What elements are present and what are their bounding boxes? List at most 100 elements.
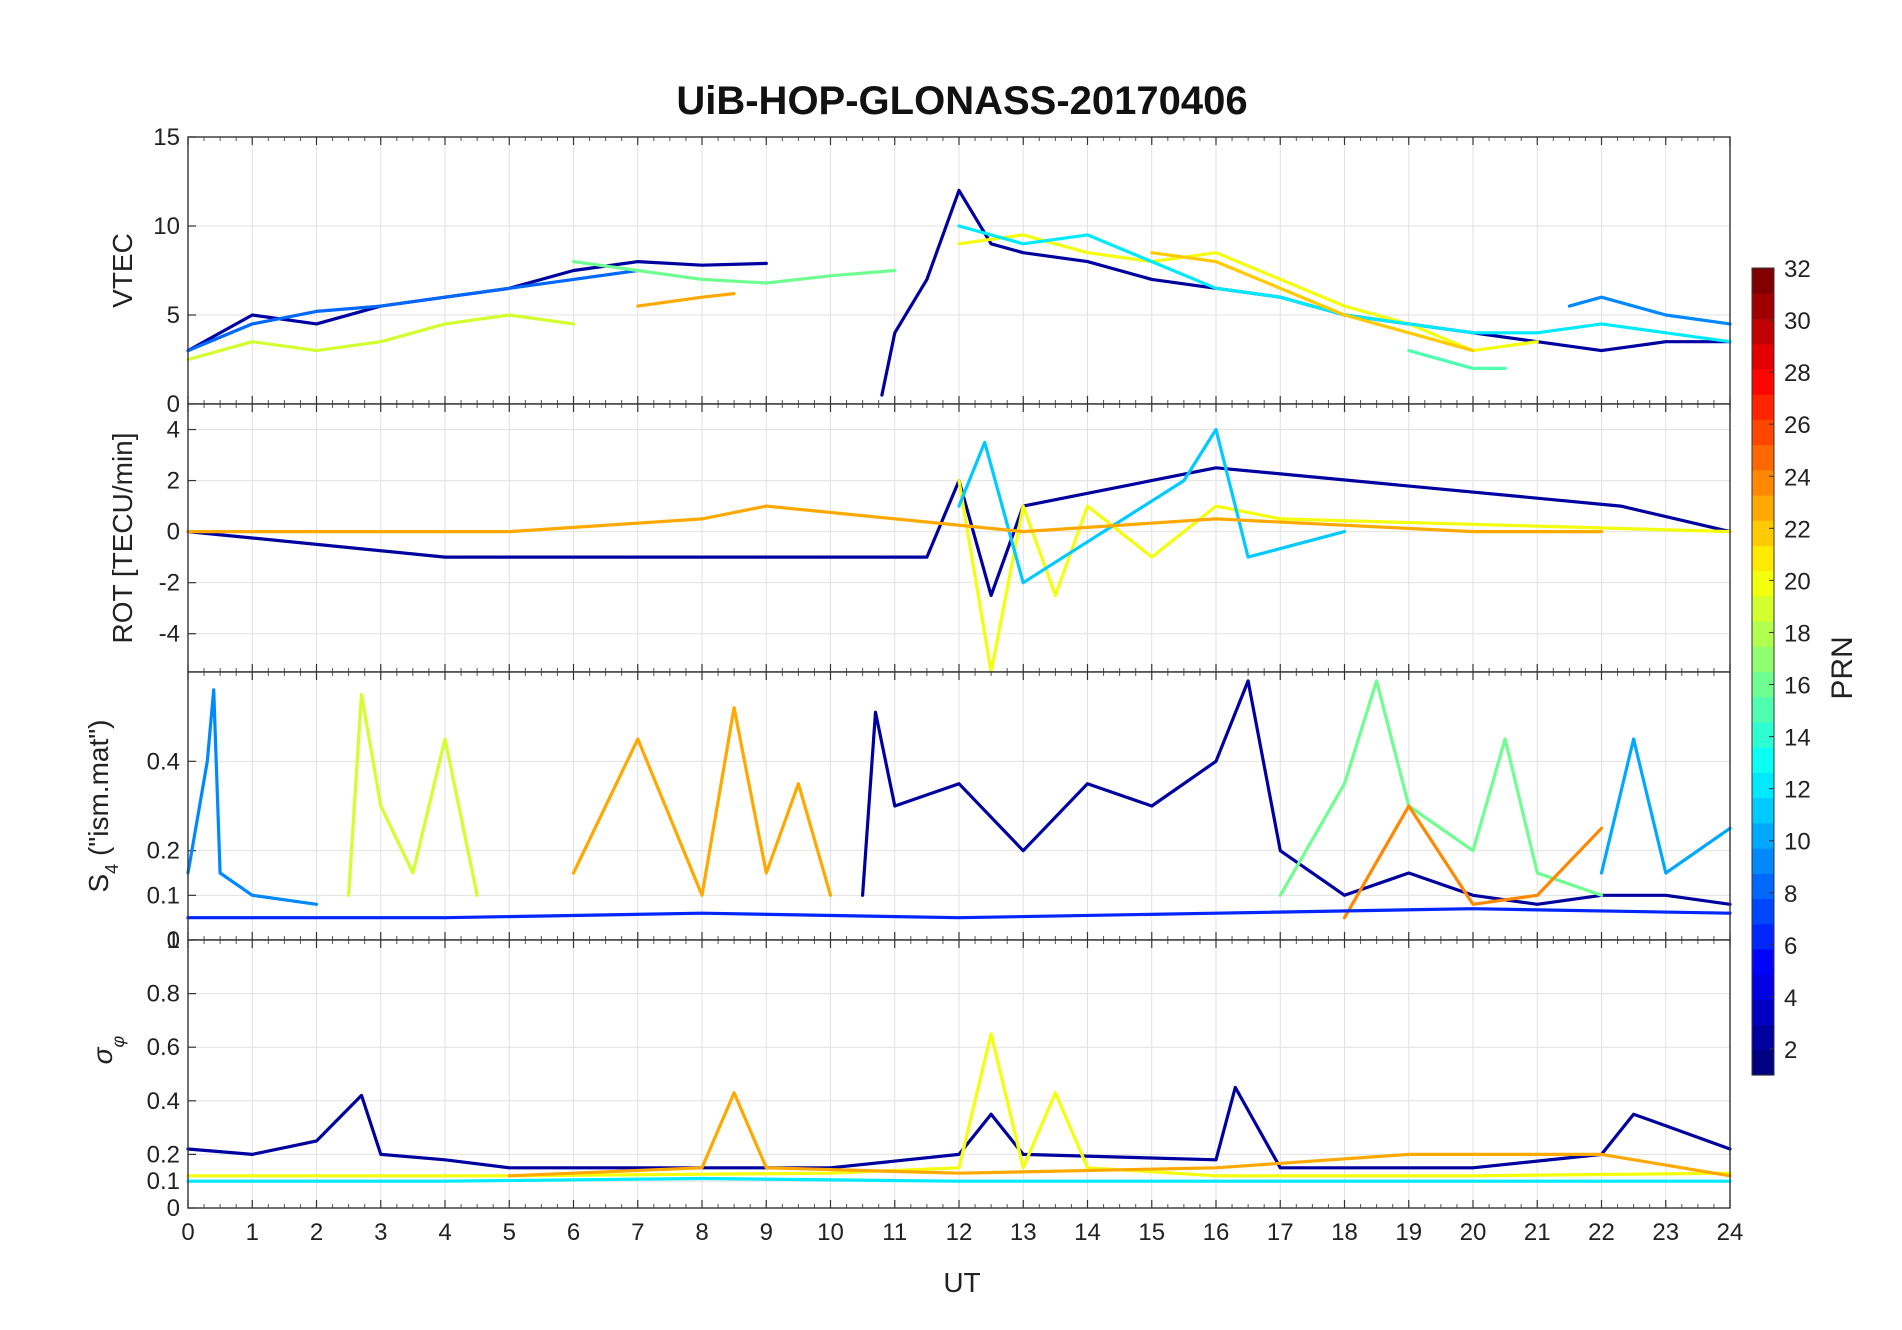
series-line-prn-6 <box>186 907 1732 920</box>
colorbar-segment <box>1752 570 1774 597</box>
colorbar-segment <box>1752 545 1774 572</box>
y-tick-label: 0.2 <box>147 838 180 865</box>
y-tick-label: 0.4 <box>147 748 180 775</box>
panel-vtec: 0 5 10 15 VTEC <box>107 124 1732 418</box>
y-tick-label: 0 <box>167 391 180 418</box>
colorbar-segment <box>1752 822 1774 849</box>
colorbar-segment <box>1752 621 1774 647</box>
colorbar-tick-label: 14 <box>1784 725 1811 752</box>
y-tick-label: 10 <box>153 213 180 240</box>
y-axis-label: VTEC <box>107 233 138 308</box>
y-tick-label: 1 <box>167 927 180 954</box>
series-line-prn-22 <box>1150 251 1475 353</box>
series-line-prn-20 <box>957 479 1732 674</box>
series-group <box>186 1032 1732 1183</box>
colorbar-segment <box>1752 873 1774 900</box>
series-line-prn-20 <box>957 233 1539 353</box>
panel-frame <box>187 939 1731 1209</box>
y-axis-label-subscript: φ <box>108 1035 128 1047</box>
x-tick-label: 19 <box>1395 1219 1422 1246</box>
colorbar-tick-label: 16 <box>1784 673 1811 700</box>
series-line-prn-19 <box>347 692 479 897</box>
x-tick-label: 16 <box>1203 1219 1230 1246</box>
colorbar-segment <box>1752 1024 1774 1051</box>
series-line-prn-23 <box>186 504 1604 534</box>
x-tick-label: 2 <box>310 1219 323 1246</box>
y-axis-label: σφ <box>87 1035 128 1064</box>
colorbar-segment <box>1752 671 1774 698</box>
x-tick-label: 22 <box>1588 1219 1615 1246</box>
colorbar-segment <box>1752 520 1774 547</box>
x-axis-label: UT <box>943 1267 980 1298</box>
x-tick-label: 1 <box>246 1219 259 1246</box>
x-tick-label: 23 <box>1652 1219 1679 1246</box>
x-tick-label: 4 <box>438 1219 451 1246</box>
colorbar-tick-label: 2 <box>1784 1037 1797 1064</box>
colorbar-tick-label: 8 <box>1784 881 1797 908</box>
x-tick-label: 8 <box>695 1219 708 1246</box>
colorbar-segment <box>1752 898 1774 925</box>
colorbar-segment <box>1752 595 1774 622</box>
series-line-prn-2 <box>860 679 1732 906</box>
colorbar-segment <box>1752 494 1774 521</box>
colorbar-tick-label: 12 <box>1784 777 1811 804</box>
y-tick-label: 0 <box>167 1195 180 1222</box>
y-tick-label: 0.2 <box>147 1141 180 1168</box>
x-tick-label: 21 <box>1524 1219 1551 1246</box>
colorbar-tick-label: 28 <box>1784 360 1811 387</box>
colorbar-segment <box>1752 696 1774 723</box>
colorbar-segment <box>1752 999 1774 1026</box>
x-tick-label: 17 <box>1267 1219 1294 1246</box>
series-line-prn-9 <box>1567 295 1732 326</box>
colorbar-tick-label: 18 <box>1784 620 1811 647</box>
colorbar-segment <box>1752 974 1774 1000</box>
colorbar-tick-label: 24 <box>1784 464 1811 491</box>
series-line-prn-23 <box>636 292 736 308</box>
x-tick-label: 24 <box>1717 1219 1744 1246</box>
colorbar-segment <box>1752 469 1774 496</box>
y-axis-label-rest: ("ism.mat") <box>83 719 114 863</box>
x-tick-label: 7 <box>631 1219 644 1246</box>
y-tick-label: 5 <box>167 302 180 329</box>
colorbar-frame <box>1751 267 1775 1076</box>
y-tick-label: 0 <box>167 927 180 954</box>
y-tick-label: 4 <box>167 417 180 444</box>
colorbar-segment <box>1752 848 1774 874</box>
y-tick-label: -2 <box>159 570 180 597</box>
colorbar-segment <box>1752 747 1774 773</box>
series-line-prn-19 <box>186 313 576 362</box>
y-axis-label: S4 ("ism.mat") <box>83 719 122 892</box>
series-line-prn-16 <box>571 260 897 285</box>
x-tick-label: 3 <box>374 1219 387 1246</box>
colorbar-tick-label: 32 <box>1784 256 1811 283</box>
y-tick-label: 0 <box>167 519 180 546</box>
y-axis-label: ROT [TECU/min] <box>107 432 138 643</box>
colorbar-segment <box>1752 1049 1774 1076</box>
colorbar-tick-label: 26 <box>1784 412 1811 439</box>
colorbar-tick-label: 22 <box>1784 516 1811 543</box>
colorbar-segment <box>1752 368 1774 395</box>
series-line-prn-12 <box>186 1176 1732 1183</box>
x-tick-label: 9 <box>760 1219 773 1246</box>
colorbar-tick-label: 30 <box>1784 308 1811 335</box>
series-line-prn-9 <box>186 688 319 906</box>
x-tick-label: 20 <box>1460 1219 1487 1246</box>
colorbar-tick-label: 10 <box>1784 829 1811 856</box>
y-tick-label: 0.1 <box>147 1168 180 1195</box>
series-line-prn-23 <box>507 1091 1732 1178</box>
x-tick-label: 10 <box>817 1219 844 1246</box>
colorbar-segment <box>1752 772 1774 799</box>
colorbar-segment <box>1752 394 1774 420</box>
y-tick-label: 0.4 <box>147 1088 180 1115</box>
colorbar-tick-label: 4 <box>1784 985 1797 1012</box>
series-line-prn-2 <box>186 466 1732 598</box>
series-group <box>186 427 1732 674</box>
colorbar-tick-label: 6 <box>1784 933 1797 960</box>
series-line-prn-11 <box>957 427 1347 585</box>
series-line-prn-10 <box>1599 737 1732 875</box>
colorbar-segment <box>1752 343 1774 370</box>
colorbar-segment <box>1752 318 1774 345</box>
